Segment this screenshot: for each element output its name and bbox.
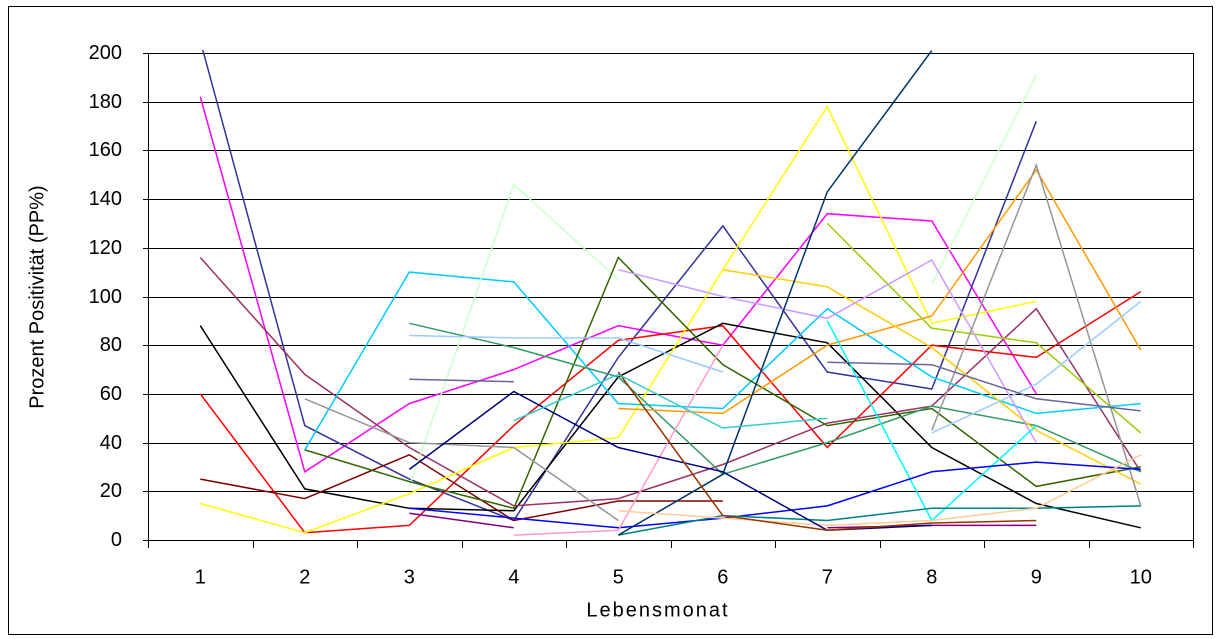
- y-tick-label: 20: [100, 480, 122, 502]
- x-tick-label: 7: [822, 566, 833, 588]
- y-tick-label: 60: [100, 383, 122, 405]
- x-tick-label: 3: [404, 566, 415, 588]
- x-tick-label: 5: [613, 566, 624, 588]
- data-line: [618, 258, 1037, 443]
- y-tick-label: 180: [89, 91, 122, 113]
- axes: 0 20 40 60 80 100 120 140 160 180 200 1 2 3 4 5 6 7 8 9 10: [89, 42, 1194, 588]
- data-line: [409, 461, 1141, 529]
- x-axis-title: Lebensmonat: [586, 599, 729, 621]
- data-line: [617, 371, 1037, 532]
- y-tick-label: 80: [100, 334, 122, 356]
- data-line: [199, 322, 1141, 529]
- y-tick-label: 40: [100, 432, 122, 454]
- data-line: [513, 373, 828, 429]
- y-tick-label: 120: [89, 237, 122, 259]
- data-line: [618, 505, 1141, 536]
- y-tick-label: 0: [111, 529, 122, 551]
- data-line: [409, 300, 1142, 434]
- data-line: [618, 454, 1142, 527]
- x-tick-label: 8: [926, 566, 937, 588]
- data-line: [618, 168, 1142, 415]
- data-line: [617, 50, 933, 536]
- y-axis-title: Prozent Positivität (PP%): [26, 185, 48, 408]
- data-line: [200, 105, 1037, 534]
- data-line: [826, 222, 1142, 434]
- data-line: [304, 256, 1141, 510]
- y-tick-label: 160: [89, 139, 122, 161]
- data-line: [513, 344, 724, 536]
- x-tick-label: 1: [195, 566, 206, 588]
- data-line: [409, 322, 1142, 476]
- data-line: [202, 50, 1037, 522]
- chart-frame: [8, 6, 1213, 635]
- plot-area: [199, 50, 1142, 536]
- data-line: [408, 74, 1037, 487]
- data-line: [304, 162, 1142, 522]
- y-tick-label: 140: [89, 188, 122, 210]
- data-line: [409, 361, 1141, 412]
- x-tick-label: 6: [717, 566, 728, 588]
- x-tick-label: 10: [1130, 566, 1152, 588]
- x-tick-label: 2: [299, 566, 310, 588]
- y-tick-label: 100: [89, 286, 122, 308]
- x-tick-label: 4: [508, 566, 519, 588]
- data-line: [199, 257, 1142, 507]
- data-line: [199, 96, 1037, 473]
- y-tick-label: 200: [89, 42, 122, 64]
- data-line: [200, 453, 723, 522]
- x-tick-label: 9: [1031, 566, 1042, 588]
- data-line: [722, 268, 1142, 485]
